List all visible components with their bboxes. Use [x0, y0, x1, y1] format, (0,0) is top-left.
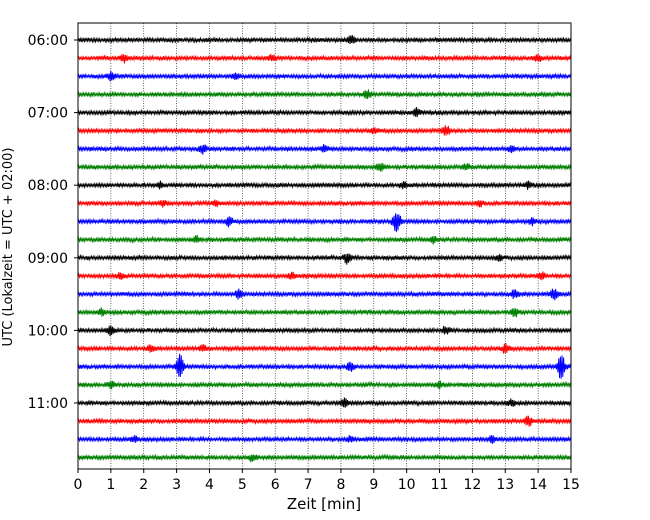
trace-0945 — [77, 307, 572, 318]
x-tick-label: 10 — [398, 477, 416, 493]
y-tick-label: 11:00 — [28, 396, 68, 412]
trace-1130 — [77, 434, 572, 444]
y-axis-ticks: 06:00 07:00 08:00 09:00 10:00 11:00 — [28, 33, 78, 412]
trace-0830 — [77, 213, 572, 233]
x-tick-label: 0 — [74, 477, 83, 493]
trace-0630 — [77, 70, 572, 82]
x-tick-label: 15 — [562, 477, 580, 493]
trace-0815 — [77, 199, 572, 208]
x-tick-label: 6 — [271, 477, 280, 493]
x-tick-label: 4 — [205, 477, 214, 493]
trace-0700 — [77, 106, 572, 118]
trace-0600 — [77, 35, 572, 44]
trace-1045 — [77, 380, 572, 390]
trace-0615 — [77, 53, 572, 64]
seismogram-traces — [77, 35, 572, 463]
trace-0915 — [77, 271, 572, 281]
x-tick-label: 9 — [369, 477, 378, 493]
x-tick-label: 14 — [529, 477, 547, 493]
trace-0900 — [77, 253, 572, 265]
trace-1015 — [77, 343, 572, 354]
trace-0745 — [77, 162, 572, 172]
trace-0715 — [77, 125, 572, 136]
trace-0645 — [77, 89, 572, 100]
x-tick-label: 2 — [139, 477, 148, 493]
trace-1115 — [77, 415, 572, 427]
y-tick-label: 09:00 — [28, 251, 68, 267]
trace-0800 — [77, 180, 572, 190]
trace-0930 — [77, 288, 572, 301]
y-tick-label: 06:00 — [28, 33, 68, 49]
trace-0730 — [77, 143, 572, 155]
x-tick-label: 12 — [463, 477, 481, 493]
trace-1000 — [77, 325, 572, 337]
y-tick-label: 08:00 — [28, 178, 68, 194]
x-axis-ticks: 0 1 2 3 4 5 6 7 8 9 10 11 12 13 14 15 — [74, 469, 580, 493]
trace-1100 — [77, 397, 572, 408]
x-tick-label: 8 — [336, 477, 345, 493]
trace-1145 — [77, 453, 572, 463]
x-tick-label: 3 — [172, 477, 181, 493]
x-tick-label: 13 — [496, 477, 514, 493]
x-tick-label: 1 — [106, 477, 115, 493]
trace-1030 — [77, 353, 572, 379]
x-tick-label: 7 — [304, 477, 313, 493]
y-axis-label: UTC (Lokalzeit = UTC + 02:00) — [1, 148, 16, 347]
y-tick-label: 07:00 — [28, 106, 68, 122]
x-tick-label: 5 — [238, 477, 247, 493]
y-tick-label: 10:00 — [28, 323, 68, 339]
x-tick-label: 11 — [431, 477, 449, 493]
trace-0845 — [77, 234, 572, 245]
x-axis-label: Zeit [min] — [287, 495, 361, 513]
plot-frame — [77, 22, 572, 470]
